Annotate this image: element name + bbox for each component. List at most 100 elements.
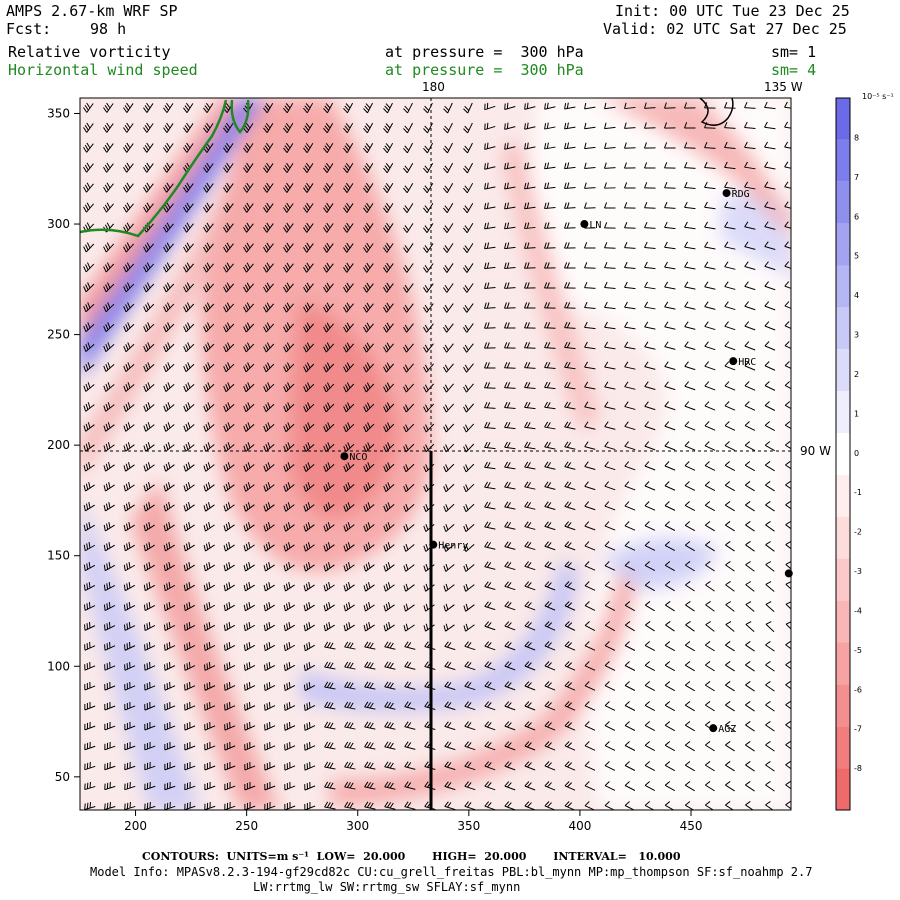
barb-shaft	[484, 745, 496, 751]
barb-shaft	[405, 383, 415, 393]
barb-feather	[604, 581, 610, 586]
barb-feather	[203, 505, 207, 512]
barb-feather	[106, 182, 111, 189]
barb-feather	[225, 463, 229, 470]
barb-feather	[384, 801, 389, 808]
barb-feather	[423, 346, 427, 353]
barb-feather	[764, 121, 768, 128]
barb-feather	[145, 364, 149, 371]
barb-feather	[604, 261, 608, 268]
barb-shaft	[604, 406, 616, 410]
barb-feather	[343, 286, 348, 293]
barb-feather	[243, 167, 248, 173]
barb-feather	[744, 461, 751, 466]
barb-feather	[504, 721, 510, 727]
barb-feather	[185, 324, 189, 331]
barb-feather	[604, 421, 609, 427]
barb-feather	[127, 322, 131, 329]
barb-feather	[183, 545, 186, 552]
barb-feather	[343, 545, 347, 552]
barb-feather	[347, 542, 351, 549]
barb-shaft	[704, 186, 716, 190]
barb-feather	[267, 422, 271, 429]
barb-feather	[188, 562, 191, 569]
barb-shaft	[785, 484, 791, 490]
barb-feather	[168, 542, 171, 549]
coastline	[699, 98, 734, 126]
barb-feather	[244, 184, 249, 191]
barb-shaft	[724, 445, 736, 451]
forecast-label: Fcst:	[6, 20, 52, 38]
barb-shaft	[186, 123, 194, 133]
barb-feather	[246, 282, 251, 289]
barb-feather	[463, 346, 468, 353]
barb-feather	[223, 366, 227, 373]
barb-shaft	[584, 187, 596, 189]
barb-feather	[487, 702, 492, 708]
barb-feather	[103, 425, 107, 432]
barb-shaft	[446, 343, 454, 353]
barb-feather	[446, 802, 452, 808]
barb-shaft	[684, 744, 696, 752]
barb-shaft	[725, 504, 735, 512]
barb-feather	[685, 621, 691, 626]
barb-shaft	[564, 166, 576, 170]
barb-feather	[403, 306, 408, 313]
barb-shaft	[405, 483, 415, 493]
barb-feather	[223, 226, 228, 233]
barb-feather	[364, 364, 369, 371]
barb-shaft	[544, 585, 556, 591]
barb-feather	[205, 423, 209, 430]
barb-feather	[425, 583, 429, 590]
barb-feather	[186, 563, 189, 570]
barb-feather	[584, 641, 590, 647]
barb-feather	[283, 664, 286, 671]
barb-feather	[88, 561, 91, 569]
barb-feather	[604, 281, 608, 288]
barb-feather	[405, 603, 409, 610]
barb-feather	[145, 344, 149, 351]
barb-feather	[463, 128, 468, 134]
barb-feather	[484, 222, 487, 229]
barb-feather	[145, 264, 149, 271]
barb-feather	[103, 465, 106, 472]
barb-feather	[405, 543, 409, 550]
barb-feather	[765, 661, 771, 666]
barb-shaft	[404, 786, 416, 790]
barb-feather	[185, 463, 189, 470]
barb-feather	[283, 167, 288, 173]
barb-feather	[684, 481, 690, 486]
barb-feather	[487, 722, 492, 728]
barb-feather	[283, 565, 286, 572]
barb-feather	[263, 326, 267, 333]
barb-feather	[163, 127, 168, 133]
barb-feather	[464, 661, 469, 667]
barb-feather	[544, 721, 550, 727]
barb-feather	[704, 301, 709, 307]
barb-feather	[207, 462, 211, 469]
barb-feather	[126, 122, 131, 129]
barb-feather	[664, 541, 671, 546]
barb-feather	[103, 345, 107, 352]
barb-shaft	[764, 424, 776, 432]
barb-feather	[327, 462, 331, 469]
barb-feather	[507, 682, 512, 688]
barb-feather	[305, 364, 309, 371]
barb-feather	[303, 624, 306, 631]
barb-feather	[463, 366, 467, 373]
barb-shaft	[427, 122, 433, 134]
barb-feather	[264, 224, 269, 231]
barb-feather	[267, 522, 271, 529]
barb-shaft	[704, 465, 716, 471]
barb-feather	[384, 185, 389, 191]
barb-feather	[148, 562, 151, 569]
barb-feather	[364, 125, 370, 131]
barb-feather	[148, 641, 151, 649]
barb-feather	[123, 147, 128, 153]
barb-feather	[246, 262, 251, 269]
barb-feather	[223, 465, 227, 472]
barb-feather	[664, 102, 667, 109]
barb-feather	[444, 661, 449, 667]
barb-feather	[684, 801, 691, 806]
barb-feather	[87, 402, 91, 409]
